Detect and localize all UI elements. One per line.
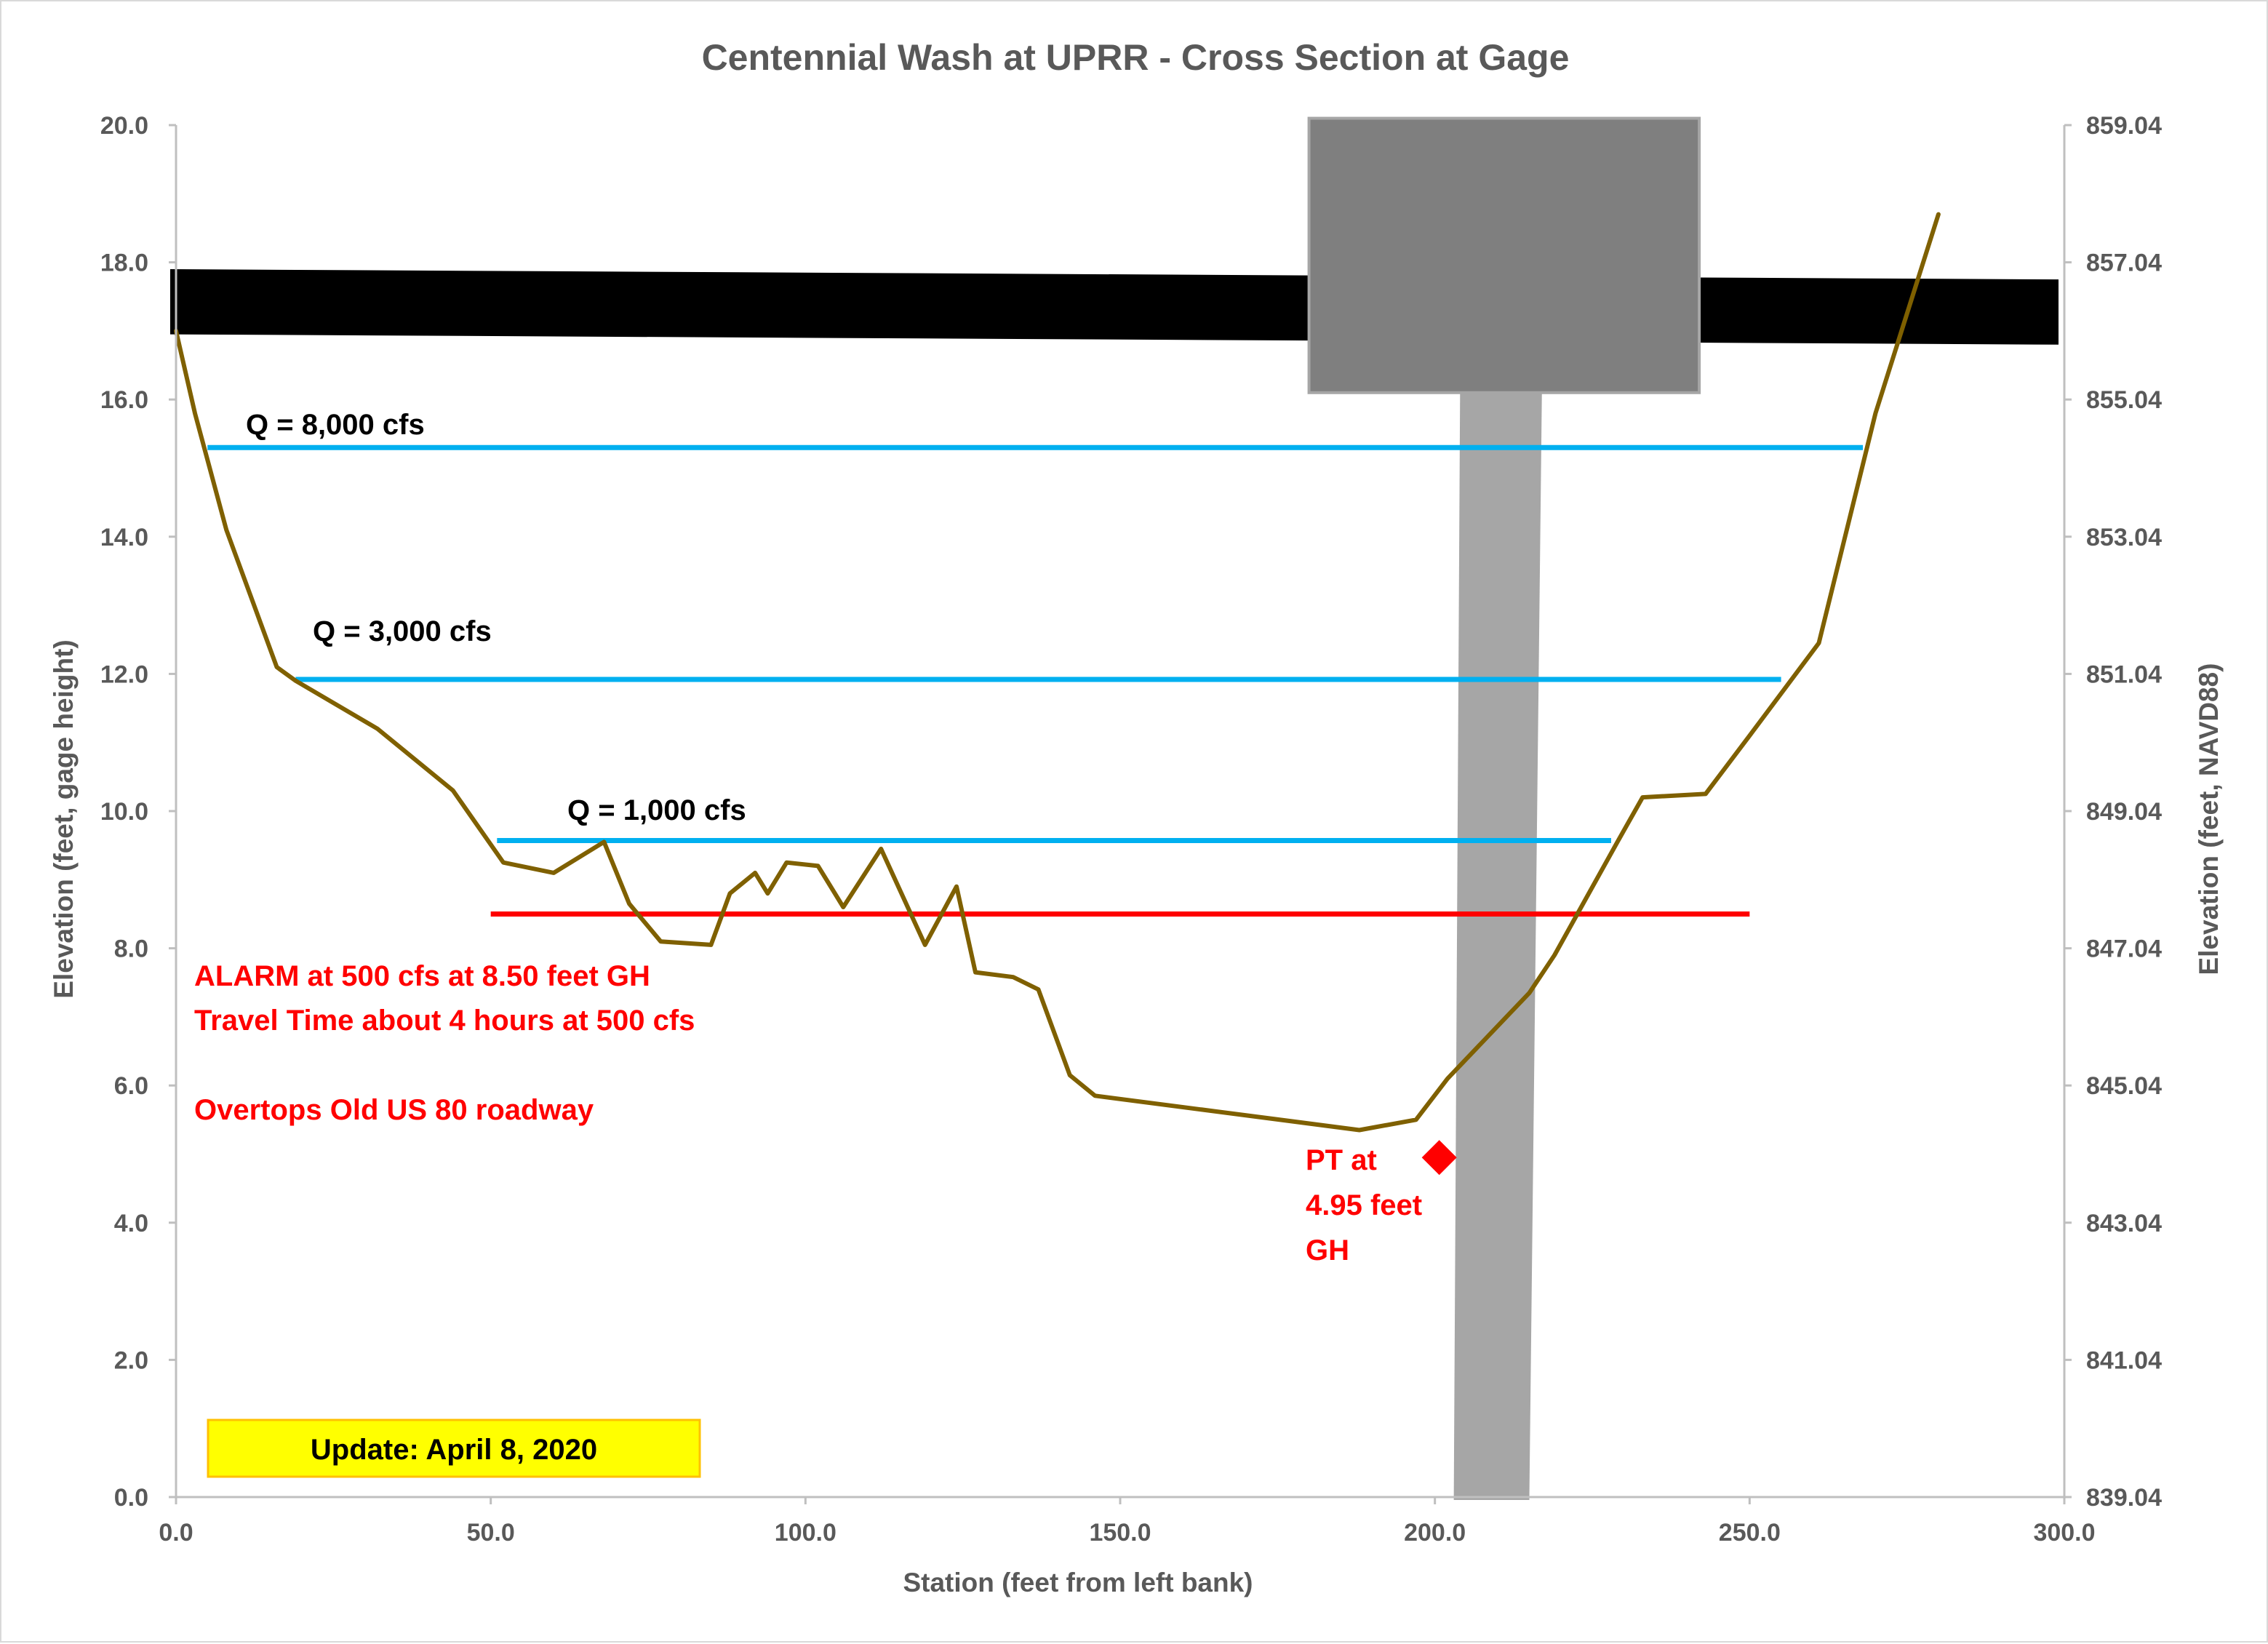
label-q-3000: Q = 3,000 cfs	[313, 615, 492, 647]
structures-layer	[170, 116, 2059, 1500]
pt-label-line1: PT at	[1306, 1144, 1377, 1176]
y-tick-label: 20.0	[100, 112, 148, 140]
label-q-8000: Q = 8,000 cfs	[246, 409, 425, 441]
y-axis-title: Elevation (feet, gage height)	[49, 639, 79, 998]
pt-marker	[1421, 1140, 1457, 1176]
y2-tick-label: 847.04	[2086, 935, 2162, 963]
pt-label-line2: 4.95 feet	[1306, 1189, 1422, 1221]
x-axis-title: Station (feet from left bank)	[903, 1568, 1253, 1597]
cross-section-line	[174, 212, 1941, 1133]
pt-label-line3: GH	[1306, 1234, 1349, 1266]
label-q-1000: Q = 1,000 cfs	[567, 794, 746, 826]
y2-tick-label: 849.04	[2086, 798, 2162, 826]
y2-tick-label: 843.04	[2086, 1210, 2162, 1237]
x-tick-label: 50.0	[467, 1519, 515, 1547]
y2-tick-label: 851.04	[2086, 661, 2162, 688]
y-tick-label: 14.0	[100, 524, 148, 551]
travel-time-text: Travel Time about 4 hours at 500 cfs	[194, 1005, 695, 1037]
x-tick-label: 150.0	[1089, 1519, 1151, 1547]
y-tick-label: 0.0	[114, 1484, 148, 1512]
y-tick-label: 6.0	[114, 1072, 148, 1100]
y-tick-label: 2.0	[114, 1346, 148, 1374]
y-tick-label: 18.0	[100, 250, 148, 277]
y-tick-label: 4.0	[114, 1210, 148, 1237]
y-tick-label: 12.0	[100, 661, 148, 688]
alarm-text: ALARM at 500 cfs at 8.50 feet GH	[194, 960, 650, 992]
x-tick-label: 300.0	[2033, 1519, 2095, 1547]
y-tick-label: 8.0	[114, 935, 148, 963]
y2-axis-title: Elevation (feet, NAVD88)	[2194, 663, 2224, 975]
y2-tick-label: 859.04	[2086, 112, 2162, 140]
y2-tick-label: 855.04	[2086, 386, 2162, 414]
x-tick-label: 200.0	[1404, 1519, 1466, 1547]
y2-tick-label: 841.04	[2086, 1346, 2162, 1374]
y-tick-label: 10.0	[100, 798, 148, 826]
x-tick-label: 100.0	[775, 1519, 836, 1547]
lines-layer	[174, 212, 1941, 1176]
ticks-layer: 0.0 2.0 4.0 6.0 8.0 10.0 12.0 14.0 16.0 18.0 20.0 8…	[100, 112, 2162, 1547]
update-box: Update: April 8, 2020	[207, 1418, 701, 1478]
overtops-text: Overtops Old US 80 roadway	[194, 1094, 594, 1126]
update-box-background	[207, 1418, 701, 1478]
chart-title: Centennial Wash at UPRR - Cross Section …	[702, 37, 1570, 78]
y-tick-label: 16.0	[100, 386, 148, 414]
pier-cap	[1307, 116, 1701, 394]
x-tick-label: 0.0	[159, 1519, 193, 1547]
y2-tick-label: 845.04	[2086, 1072, 2162, 1100]
axes-layer	[169, 124, 2072, 1504]
y2-tick-label: 839.04	[2086, 1484, 2162, 1512]
x-tick-label: 250.0	[1719, 1519, 1781, 1547]
pier-column	[1453, 392, 1542, 1500]
update-text: Update: April 8, 2020	[311, 1434, 597, 1466]
y2-tick-label: 853.04	[2086, 524, 2162, 551]
roadway-band	[170, 269, 2059, 345]
y2-tick-label: 857.04	[2086, 250, 2162, 277]
